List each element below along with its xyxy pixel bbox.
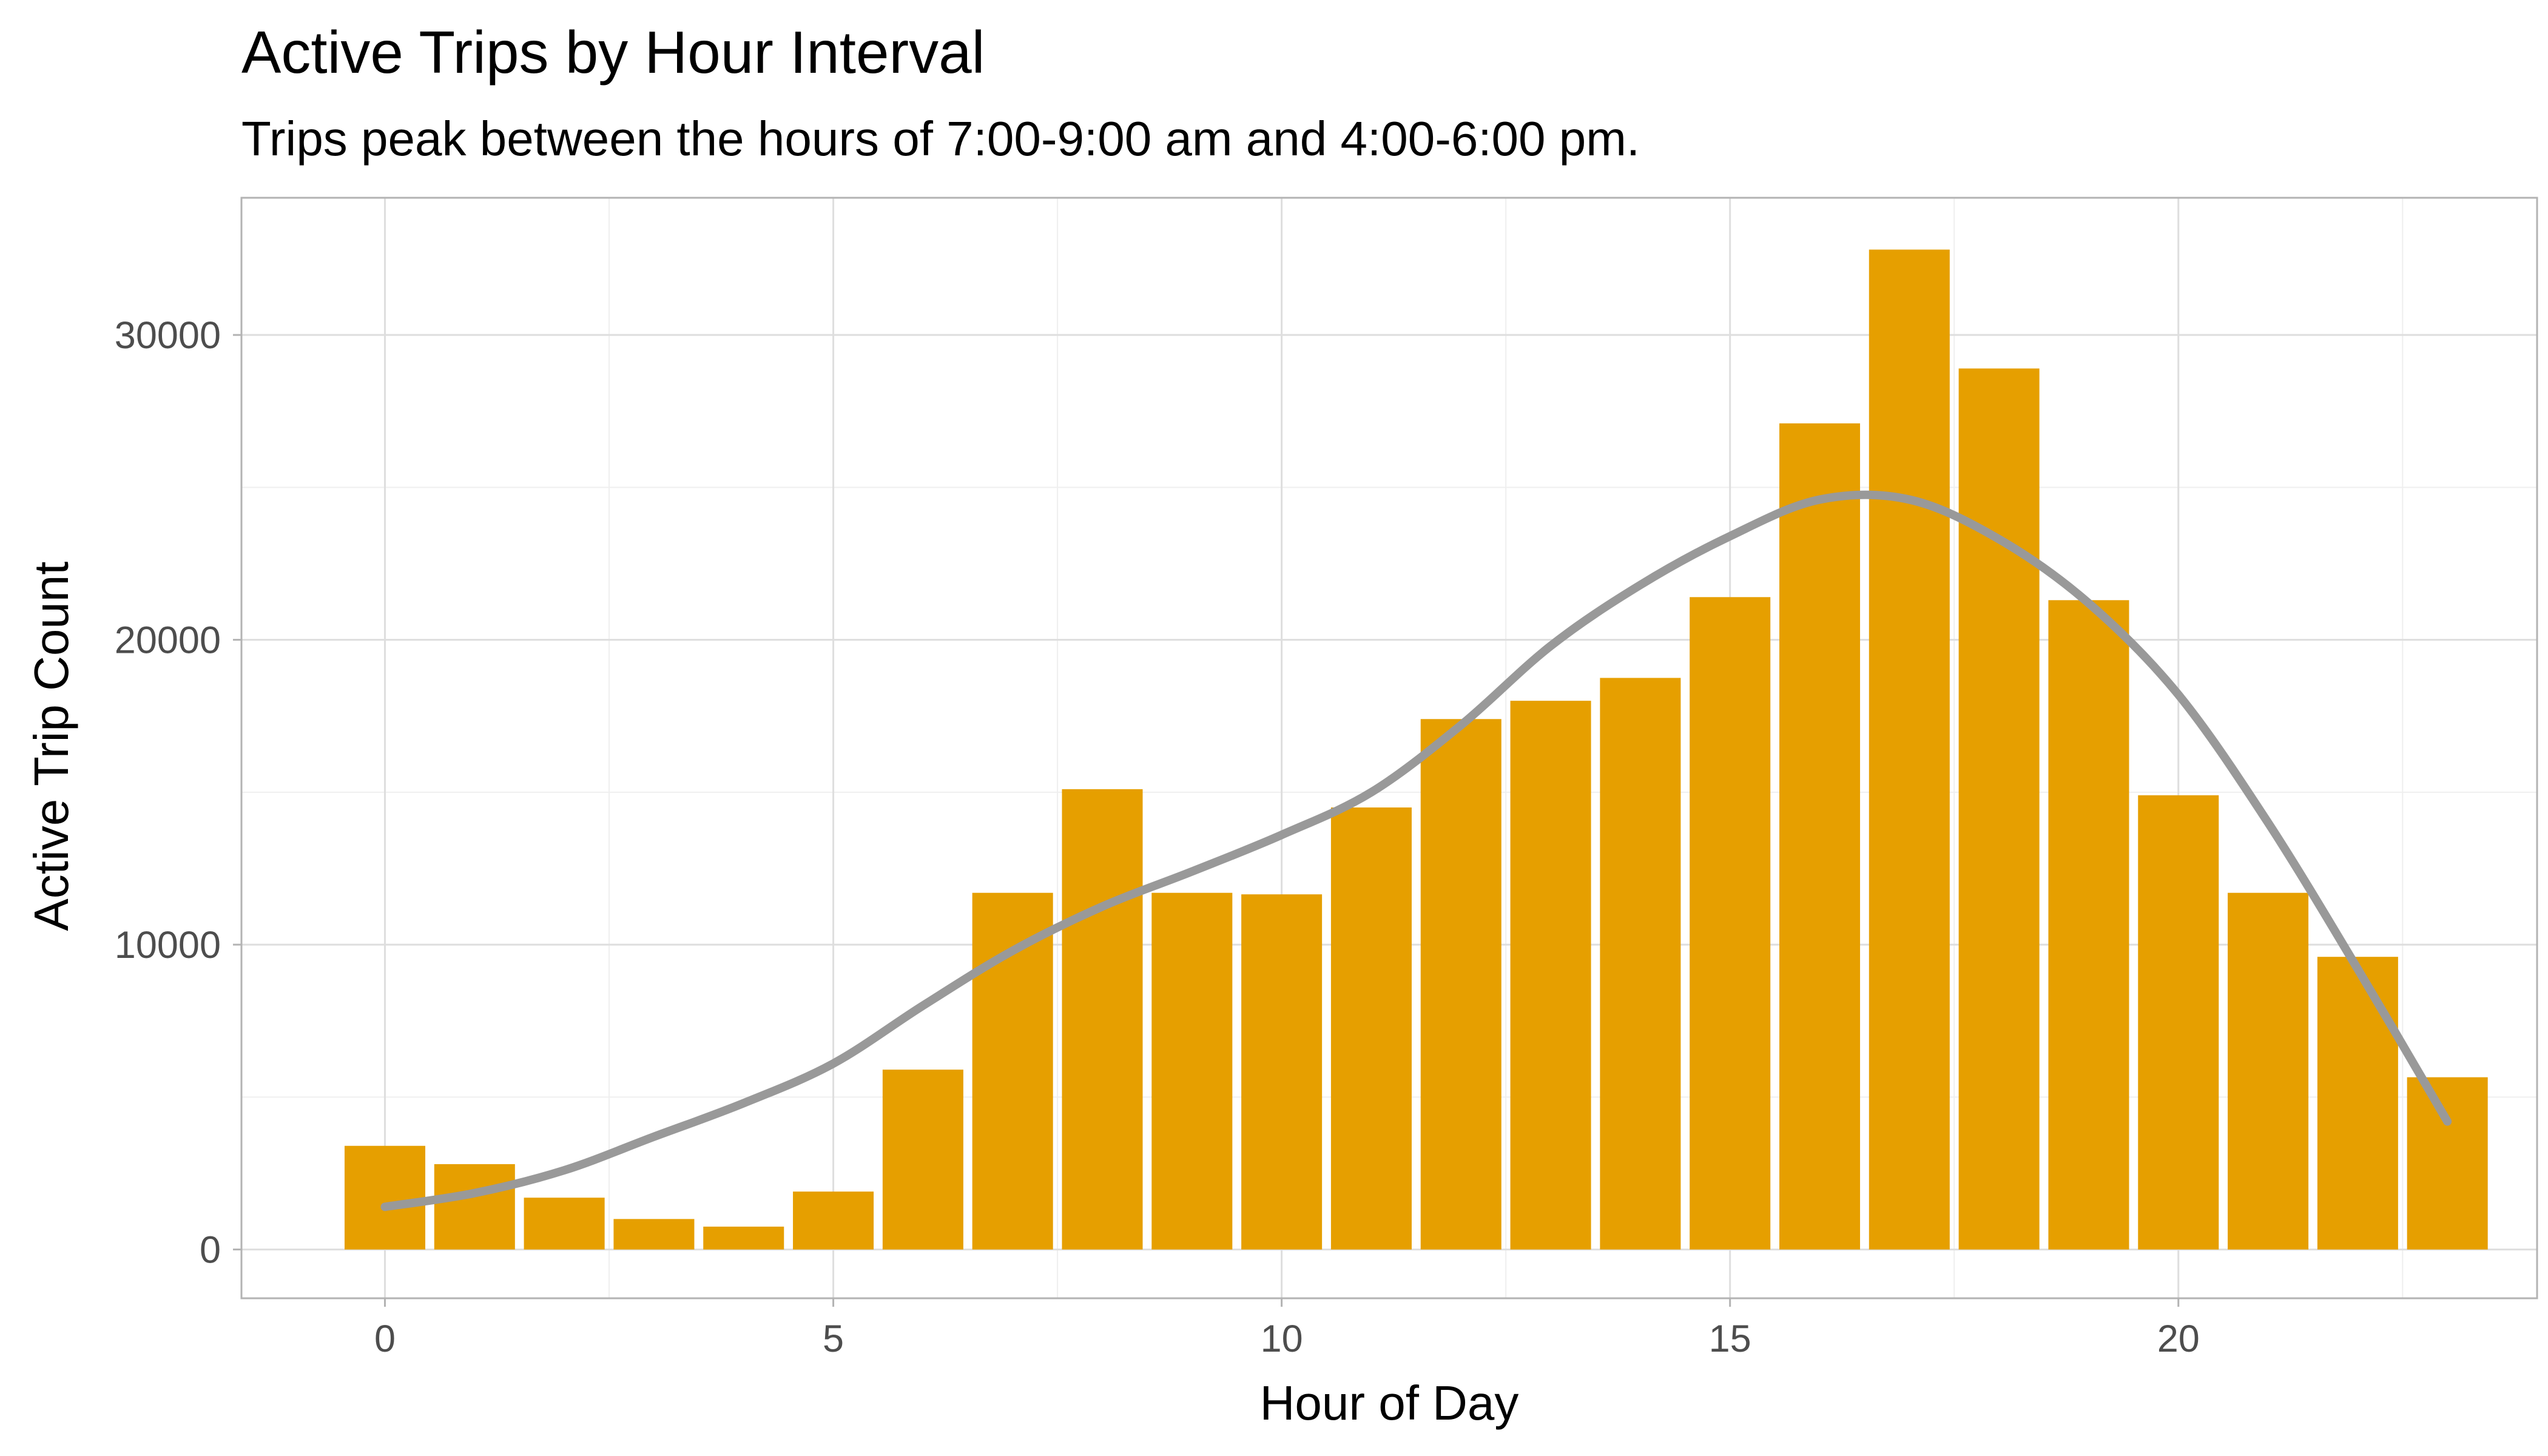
y-tick-label: 20000 bbox=[115, 619, 221, 662]
bar-hour-5 bbox=[793, 1191, 874, 1250]
x-tick-label: 10 bbox=[1261, 1318, 1303, 1360]
bar-hour-13 bbox=[1510, 701, 1591, 1250]
bar-hour-3 bbox=[613, 1219, 695, 1250]
bar-hour-20 bbox=[2138, 795, 2219, 1250]
chart-subtitle: Trips peak between the hours of 7:00-9:0… bbox=[241, 112, 1640, 166]
bar-hour-16 bbox=[1779, 423, 1861, 1250]
bar-hour-8 bbox=[1062, 789, 1143, 1250]
y-tick-label: 10000 bbox=[115, 924, 221, 966]
x-axis-title: Hour of Day bbox=[1260, 1376, 1519, 1430]
y-tick-label: 0 bbox=[200, 1229, 221, 1272]
bar-hour-21 bbox=[2228, 892, 2309, 1250]
axis-tick-labels: 0 5 10 15 20 0 10000 20000 30000 bbox=[115, 314, 2200, 1360]
bar-hour-14 bbox=[1600, 678, 1681, 1250]
bar-hour-4 bbox=[703, 1226, 784, 1250]
bar-hour-18 bbox=[1958, 368, 2040, 1250]
bar-hour-2 bbox=[524, 1198, 605, 1250]
x-tick-label: 15 bbox=[1709, 1318, 1751, 1360]
plot-panel-border bbox=[240, 197, 2538, 1299]
axis-ticks bbox=[233, 334, 2180, 1307]
bar-hour-9 bbox=[1151, 892, 1233, 1250]
bar-hour-15 bbox=[1690, 597, 1771, 1250]
bar-hour-11 bbox=[1330, 807, 1412, 1250]
bar-hour-1 bbox=[434, 1164, 515, 1250]
bar-hour-12 bbox=[1420, 719, 1502, 1250]
bar-hour-19 bbox=[2048, 600, 2129, 1250]
chart-title: Active Trips by Hour Interval bbox=[241, 19, 985, 86]
x-tick-label: 20 bbox=[2157, 1318, 2200, 1360]
smooth-trend-line bbox=[380, 490, 2452, 1212]
bar-hour-17 bbox=[1869, 249, 1950, 1250]
x-tick-label: 0 bbox=[374, 1318, 396, 1360]
bar-hour-22 bbox=[2317, 957, 2398, 1250]
bar-hour-6 bbox=[882, 1070, 963, 1250]
bar-hour-23 bbox=[2407, 1077, 2488, 1250]
trend-line-series bbox=[380, 490, 2452, 1212]
bar-hour-10 bbox=[1241, 894, 1323, 1250]
bar-hour-0 bbox=[344, 1145, 426, 1250]
y-tick-label: 30000 bbox=[115, 314, 221, 357]
x-tick-label: 5 bbox=[823, 1318, 844, 1360]
bar-series bbox=[344, 249, 2488, 1250]
y-axis-title: Active Trip Count bbox=[24, 561, 78, 931]
